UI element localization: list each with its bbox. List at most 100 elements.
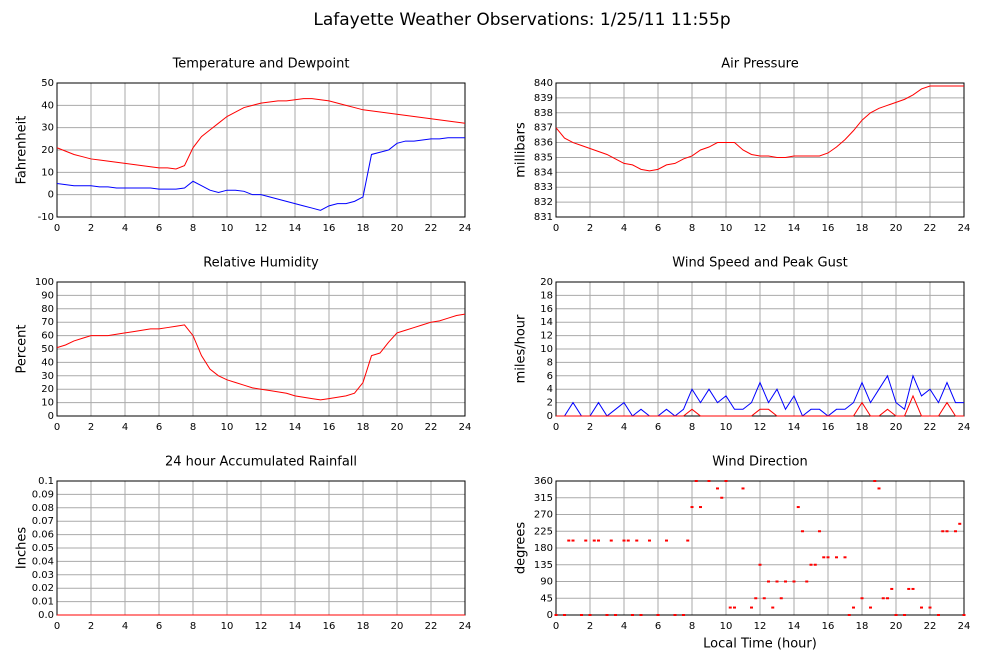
data-point bbox=[784, 580, 787, 583]
y-tick-label: 10 bbox=[41, 398, 54, 409]
y-tick-label: 180 bbox=[534, 543, 553, 554]
y-tick-label: 0 bbox=[547, 411, 553, 422]
y-tick-label: 0 bbox=[48, 411, 54, 422]
y-axis-label: Inches bbox=[15, 527, 30, 569]
y-tick-label: 30 bbox=[41, 371, 54, 382]
x-tick-label: 24 bbox=[459, 223, 472, 234]
y-tick-label: 0.05 bbox=[32, 543, 54, 554]
y-tick-label: 270 bbox=[534, 510, 553, 521]
plot-frame bbox=[555, 281, 965, 417]
data-point bbox=[843, 556, 847, 559]
chart-title: 24 hour Accumulated Rainfall bbox=[165, 455, 357, 470]
data-point bbox=[554, 614, 558, 616]
data-point bbox=[563, 614, 566, 616]
x-tick-label: 14 bbox=[289, 422, 302, 433]
y-tick-label: 10 bbox=[540, 344, 553, 355]
y-tick-label: 70 bbox=[41, 317, 54, 328]
y-tick-label: 839 bbox=[534, 93, 553, 104]
x-tick-label: 14 bbox=[289, 621, 302, 632]
x-tick-label: 18 bbox=[357, 422, 370, 433]
data-point bbox=[580, 614, 583, 616]
data-point bbox=[597, 539, 600, 542]
y-tick-label: 0 bbox=[547, 610, 553, 621]
data-point bbox=[877, 487, 881, 490]
y-tick-label: 50 bbox=[41, 78, 54, 89]
x-tick-label: 6 bbox=[156, 422, 162, 433]
chart-title: Temperature and Dewpoint bbox=[172, 57, 350, 72]
y-tick-label: 840 bbox=[534, 78, 553, 89]
y-tick-label: 838 bbox=[534, 108, 553, 119]
data-point bbox=[775, 580, 779, 583]
y-tick-label: 12 bbox=[540, 331, 553, 342]
data-point bbox=[826, 556, 830, 559]
y-tick-label: 16 bbox=[540, 304, 553, 315]
x-tick-label: 6 bbox=[156, 223, 162, 234]
data-point bbox=[754, 597, 758, 600]
data-point bbox=[758, 563, 762, 566]
data-point bbox=[588, 614, 592, 616]
data-point bbox=[792, 580, 796, 583]
chart-title: Relative Humidity bbox=[203, 256, 319, 271]
x-tick-label: 16 bbox=[822, 422, 835, 433]
y-tick-label: 0.08 bbox=[32, 503, 54, 514]
data-point bbox=[733, 606, 736, 609]
data-point bbox=[635, 539, 639, 542]
data-point bbox=[605, 614, 609, 616]
data-point bbox=[707, 480, 711, 482]
x-tick-label: 0 bbox=[553, 422, 559, 433]
y-tick-label: 40 bbox=[41, 357, 54, 368]
data-point bbox=[690, 506, 694, 509]
data-point bbox=[835, 556, 838, 559]
y-tick-label: 837 bbox=[534, 123, 553, 134]
y-tick-label: 20 bbox=[41, 145, 54, 156]
x-tick-label: 2 bbox=[587, 422, 593, 433]
x-tick-label: 8 bbox=[190, 223, 196, 234]
x-tick-label: 10 bbox=[221, 422, 234, 433]
y-tick-label: 50 bbox=[41, 344, 54, 355]
data-point bbox=[639, 614, 643, 616]
data-point bbox=[614, 614, 617, 616]
x-tick-label: 6 bbox=[655, 422, 661, 433]
x-tick-label: 10 bbox=[720, 422, 733, 433]
y-tick-label: 0.0 bbox=[38, 610, 54, 621]
data-point bbox=[881, 597, 885, 600]
x-tick-label: 6 bbox=[655, 223, 661, 234]
x-tick-label: 22 bbox=[924, 223, 937, 234]
x-tick-label: 22 bbox=[425, 422, 438, 433]
x-tick-label: 4 bbox=[122, 223, 128, 234]
x-tick-label: 10 bbox=[720, 621, 733, 632]
data-point bbox=[958, 522, 962, 525]
figure-title: Lafayette Weather Observations: 1/25/11 … bbox=[313, 10, 730, 30]
x-tick-label: 0 bbox=[553, 621, 559, 632]
y-axis-label: millibars bbox=[514, 122, 529, 178]
data-line bbox=[556, 394, 964, 417]
data-point bbox=[822, 556, 826, 559]
data-point bbox=[584, 539, 588, 542]
data-point bbox=[809, 563, 813, 566]
y-tick-label: 0.06 bbox=[32, 530, 54, 541]
x-tick-label: 18 bbox=[856, 223, 869, 234]
data-point bbox=[686, 539, 690, 542]
y-tick-label: 6 bbox=[547, 371, 553, 382]
data-line bbox=[56, 313, 466, 401]
x-tick-label: 18 bbox=[856, 422, 869, 433]
y-tick-label: 832 bbox=[534, 197, 553, 208]
data-point bbox=[762, 597, 766, 600]
data-point bbox=[716, 487, 719, 490]
x-tick-label: 12 bbox=[255, 621, 268, 632]
y-tick-label: 60 bbox=[41, 331, 54, 342]
data-point bbox=[890, 587, 894, 590]
x-tick-label: 12 bbox=[754, 621, 767, 632]
data-point bbox=[750, 606, 753, 609]
data-point bbox=[954, 530, 957, 533]
x-tick-label: 2 bbox=[88, 422, 94, 433]
data-point bbox=[903, 614, 906, 616]
data-point bbox=[945, 530, 949, 533]
y-axis-label: Percent bbox=[15, 325, 30, 374]
data-point bbox=[771, 606, 775, 609]
y-tick-label: 833 bbox=[534, 182, 553, 193]
y-tick-label: 100 bbox=[35, 277, 54, 288]
x-tick-label: 12 bbox=[754, 422, 767, 433]
x-tick-label: 14 bbox=[289, 223, 302, 234]
